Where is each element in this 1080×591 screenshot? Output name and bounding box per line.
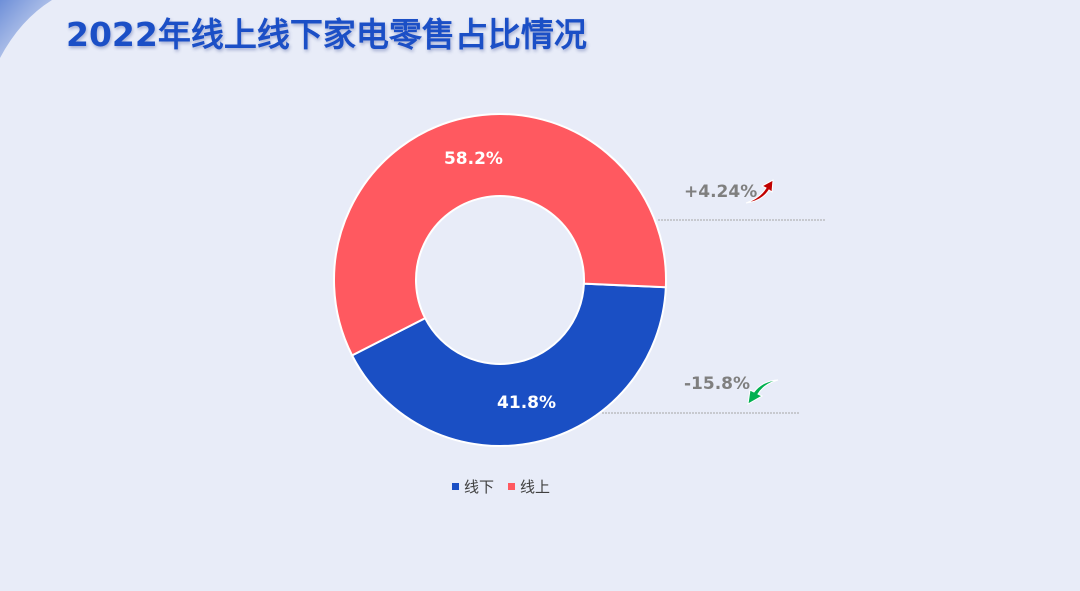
legend-item-offline: 线下 [452, 476, 494, 497]
arrow-down-icon [747, 379, 779, 405]
legend-item-online: 线上 [508, 476, 550, 497]
arrow-up-icon [745, 179, 774, 204]
annotation-online-change: +4.24% [684, 182, 758, 202]
legend-label: 线下 [464, 478, 495, 496]
legend-swatch [452, 483, 459, 490]
data-label-0: 41.8% [497, 393, 556, 413]
donut-slice-1 [333, 113, 667, 357]
data-label-1: 58.2% [444, 149, 503, 169]
legend-label: 线上 [520, 478, 551, 496]
legend: 线下 线上 [452, 476, 550, 497]
donut-slice-0 [350, 282, 667, 447]
legend-swatch [508, 483, 516, 490]
annotation-offline-change: -15.8% [684, 374, 751, 394]
corner-decoration [0, 0, 52, 58]
page-title: 2022年线上线下家电零售占比情况 [66, 15, 587, 54]
